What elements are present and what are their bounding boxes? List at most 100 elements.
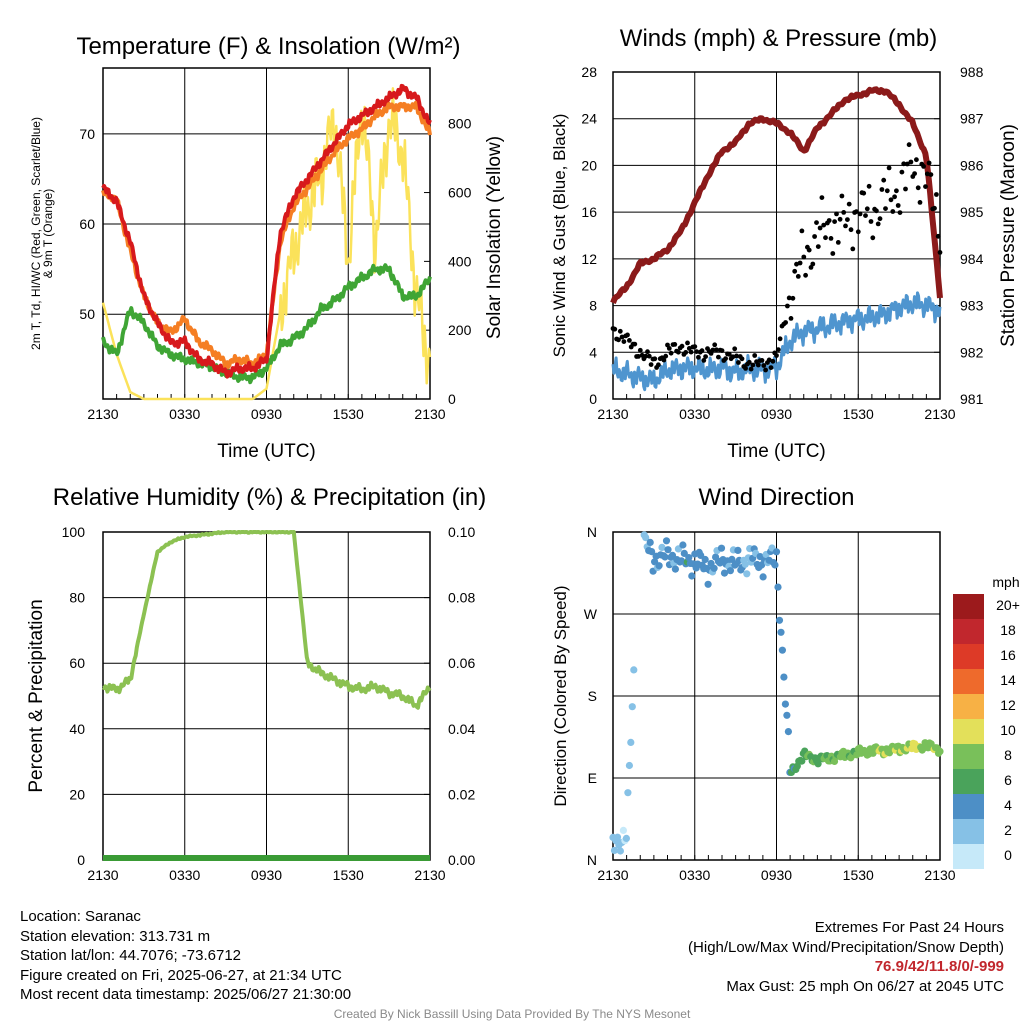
dir-point: [728, 555, 736, 564]
dir-point: [798, 757, 806, 765]
temp-xtick-label: 0930: [251, 406, 282, 422]
wind-gust-point: [814, 220, 819, 226]
wind-gust-point: [766, 357, 772, 363]
wind-gust-point: [934, 192, 939, 197]
wind-gust-point: [870, 235, 876, 241]
wind-gust-point: [832, 219, 837, 225]
wind-ytick-right-label: 984: [960, 251, 984, 267]
dir-xtick-label: 2130: [924, 867, 955, 883]
dir-point: [741, 560, 749, 568]
wind-gust-point: [726, 351, 732, 357]
dir-point: [646, 538, 654, 547]
wind-gust-point: [866, 183, 872, 189]
wind-gust-point: [935, 233, 941, 239]
rh-ytick-label: 20: [69, 786, 85, 802]
wind-gust-point: [645, 349, 650, 355]
wind-gust-point: [915, 185, 921, 191]
dir-point: [688, 572, 696, 580]
colorbar-swatch: [953, 844, 984, 869]
wind-gust-point: [790, 295, 796, 301]
rh-ytick-right-label: 0.10: [448, 524, 475, 540]
wind-gust-point: [861, 190, 867, 196]
temp-ytick-right-label: 400: [448, 253, 472, 269]
wind-gust-point: [792, 268, 798, 274]
temp-y-axis-right-label: Solar Insolation (Yellow): [484, 136, 505, 339]
wind-gust-point: [788, 316, 794, 321]
dir-xtick-label: 2130: [597, 867, 628, 883]
wind-gust-point: [632, 341, 638, 347]
temp-series-2m-t: [101, 83, 432, 379]
rh-ytick-right-label: 0.06: [448, 655, 475, 671]
colorbar-swatch: [953, 619, 984, 644]
wind-gust-point: [843, 223, 848, 229]
wind-gust-point: [799, 228, 805, 234]
dir-point: [622, 834, 631, 843]
wind-xtick-label: 2130: [597, 406, 628, 422]
wind-gust-point: [879, 187, 885, 192]
temp-x-axis-label: Time (UTC): [217, 441, 316, 462]
wind-gust-point: [683, 350, 689, 355]
dir-point: [627, 738, 635, 747]
temp-ytick-label: 70: [79, 126, 95, 142]
colorbar-label: 10: [1000, 722, 1016, 738]
colorbar-label: 14: [1000, 672, 1016, 688]
wind-ytick-label: 0: [589, 391, 597, 407]
wind-gust-point: [914, 157, 919, 163]
rh-ytick-label: 60: [69, 655, 85, 671]
wind-y-axis-right-label: Station Pressure (Maroon): [998, 124, 1019, 347]
wind-gust-point: [821, 222, 827, 228]
dir-point: [720, 569, 729, 577]
rh-xtick-label: 2130: [87, 867, 118, 883]
wind-gust-point: [890, 209, 896, 214]
dir-point: [628, 703, 636, 711]
wind-ytick-label: 20: [581, 157, 597, 173]
colorbar-swatch: [953, 719, 984, 744]
dir-point: [814, 760, 822, 768]
colorbar-swatch: [953, 794, 984, 819]
wind-gust-point: [874, 208, 879, 214]
wind-gust-point: [828, 236, 834, 241]
wind-gust-point: [696, 354, 701, 360]
wind-gust-point: [785, 303, 790, 309]
created-text: Figure created on Fri, 2025-06-27, at 21…: [20, 966, 342, 984]
temp-y-axis-label: 2m T, Td, HI/WC (Red, Green, Scarlet/Blu…: [29, 117, 43, 350]
wind-gust-point: [761, 363, 767, 368]
wind-gust-point: [806, 247, 812, 253]
dir-point: [778, 646, 787, 654]
wind-ytick-right-label: 981: [960, 391, 984, 407]
wind-ytick-right-label: 985: [960, 204, 984, 220]
wind-gust-point: [652, 356, 658, 362]
temp-ytick-right-label: 800: [448, 116, 472, 132]
wind-gust-point: [783, 320, 788, 325]
wind-gust-point: [924, 171, 930, 177]
wind-gust-point: [668, 350, 674, 356]
extremes-title: Extremes For Past 24 Hours: [814, 919, 1004, 936]
wind-gust-point: [685, 340, 690, 346]
latlon-text: Station lat/lon: 44.7076; -73.6712: [20, 947, 242, 964]
colorbar-label: 0: [1004, 847, 1012, 863]
wind-ytick-right-label: 986: [960, 157, 984, 173]
wind-gust-point: [736, 360, 741, 365]
dir-point: [624, 789, 632, 797]
dir-point: [710, 564, 718, 572]
wind-gust-point: [701, 358, 707, 363]
wind-gust-point: [730, 354, 736, 360]
wind-gust-point: [739, 356, 745, 362]
wind-gust-point: [688, 349, 694, 355]
wind-gust-point: [676, 349, 681, 355]
wind-gust-point: [616, 337, 621, 343]
colorbar-swatch: [953, 819, 984, 844]
dir-point: [775, 616, 784, 624]
dir-point: [701, 555, 709, 564]
colorbar-swatch: [953, 644, 984, 669]
wind-gust-point: [830, 251, 836, 256]
wind-ytick-label: 28: [581, 64, 597, 80]
wind-gust-point: [848, 227, 854, 233]
dir-y-axis-label: Direction (Colored By Speed): [551, 585, 570, 806]
dir-point: [616, 847, 625, 855]
wind-gust-point: [912, 171, 917, 177]
wind-gust-point: [759, 358, 765, 363]
rh-ytick-label: 80: [69, 590, 85, 606]
temp-ytick-label: 60: [79, 216, 95, 232]
wind-gust-point: [637, 347, 643, 353]
